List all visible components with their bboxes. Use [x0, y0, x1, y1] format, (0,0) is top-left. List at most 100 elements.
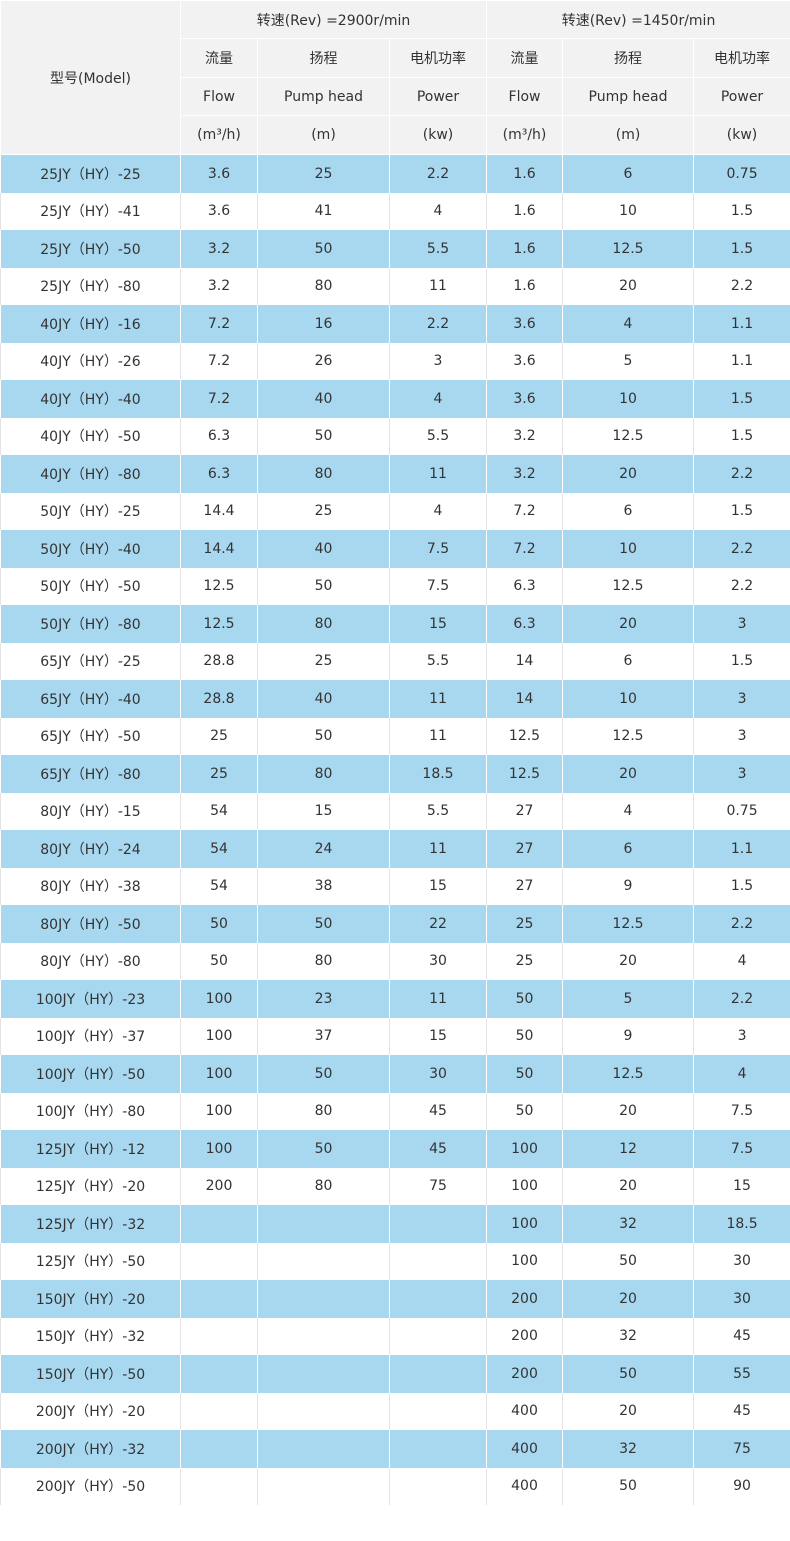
- value-cell: 25: [257, 492, 390, 530]
- value-cell: 12.5: [486, 755, 564, 793]
- column-header: 电机功率: [388, 38, 488, 78]
- column-header: (kw): [388, 115, 488, 155]
- value-cell: 3.6: [486, 342, 564, 380]
- value-cell: 4: [388, 492, 488, 530]
- table-row: 25JY（HY）-50 3.2 50 5.5 1.6 12.5 1.5: [0, 230, 790, 268]
- column-header: 扬程: [257, 38, 390, 78]
- model-cell: 50JY（HY）-25: [0, 492, 181, 530]
- value-cell: 80: [257, 267, 390, 305]
- value-cell: 10: [562, 380, 695, 418]
- table-row: 40JY（HY）-50 6.3 50 5.5 3.2 12.5 1.5: [0, 417, 790, 455]
- table-row: 200JY（HY）-20 400 20 45: [0, 1392, 790, 1430]
- value-cell: 20: [562, 1167, 695, 1205]
- model-cell: 40JY（HY）-40: [0, 380, 181, 418]
- value-cell: [180, 1205, 258, 1243]
- value-cell: 41: [257, 192, 390, 230]
- value-cell: 12.5: [562, 905, 695, 943]
- value-cell: 12.5: [180, 605, 258, 643]
- value-cell: 200: [180, 1167, 258, 1205]
- value-cell: 7.2: [486, 530, 564, 568]
- value-cell: 12.5: [562, 1055, 695, 1093]
- column-header: 流量: [180, 38, 258, 78]
- value-cell: 4: [562, 305, 695, 343]
- model-cell: 50JY（HY）-40: [0, 530, 181, 568]
- value-cell: 6.3: [180, 455, 258, 493]
- model-cell: 80JY（HY）-80: [0, 942, 181, 980]
- value-cell: 28.8: [180, 680, 258, 718]
- column-header: (m³/h): [486, 115, 564, 155]
- column-header: 电机功率: [693, 38, 790, 78]
- model-cell: 40JY（HY）-80: [0, 455, 181, 493]
- table-row: 150JY（HY）-20 200 20 30: [0, 1280, 790, 1318]
- value-cell: 7.2: [180, 380, 258, 418]
- value-cell: [180, 1280, 258, 1318]
- value-cell: 30: [388, 942, 488, 980]
- value-cell: 50: [562, 1355, 695, 1393]
- column-header: (m³/h): [180, 115, 258, 155]
- value-cell: 2.2: [693, 267, 790, 305]
- value-cell: 1.5: [693, 230, 790, 268]
- model-cell: 65JY（HY）-50: [0, 717, 181, 755]
- value-cell: 1.1: [693, 305, 790, 343]
- table-row: 80JY（HY）-24 54 24 11 27 6 1.1: [0, 830, 790, 868]
- value-cell: 100: [486, 1242, 564, 1280]
- value-cell: 20: [562, 1280, 695, 1318]
- value-cell: 400: [486, 1467, 564, 1505]
- column-header: 扬程: [562, 38, 695, 78]
- value-cell: 38: [257, 867, 390, 905]
- value-cell: [180, 1392, 258, 1430]
- model-cell: 80JY（HY）-24: [0, 830, 181, 868]
- table-row: 65JY（HY）-25 28.8 25 5.5 14 6 1.5: [0, 642, 790, 680]
- value-cell: 45: [388, 1092, 488, 1130]
- value-cell: [257, 1392, 390, 1430]
- group-header: 转速(Rev) =1450r/min: [486, 0, 790, 39]
- value-cell: 7.2: [180, 305, 258, 343]
- model-cell: 125JY（HY）-32: [0, 1205, 181, 1243]
- model-cell: 125JY（HY）-50: [0, 1242, 181, 1280]
- value-cell: 1.6: [486, 230, 564, 268]
- value-cell: 100: [486, 1130, 564, 1168]
- value-cell: 27: [486, 867, 564, 905]
- value-cell: 11: [388, 455, 488, 493]
- value-cell: 30: [693, 1242, 790, 1280]
- table-row: 40JY（HY）-26 7.2 26 3 3.6 5 1.1: [0, 342, 790, 380]
- value-cell: 40: [257, 380, 390, 418]
- value-cell: 14: [486, 680, 564, 718]
- value-cell: 6: [562, 154, 695, 193]
- value-cell: 2.2: [693, 905, 790, 943]
- value-cell: 45: [693, 1392, 790, 1430]
- table-header: 型号(Model) 转速(Rev) =2900r/min 转速(Rev) =14…: [0, 0, 790, 155]
- value-cell: 1.6: [486, 192, 564, 230]
- table-row: 80JY（HY）-38 54 38 15 27 9 1.5: [0, 867, 790, 905]
- model-cell: 200JY（HY）-32: [0, 1430, 181, 1468]
- model-cell: 80JY（HY）-38: [0, 867, 181, 905]
- value-cell: 3: [693, 680, 790, 718]
- value-cell: 5.5: [388, 642, 488, 680]
- value-cell: 3: [388, 342, 488, 380]
- value-cell: 12.5: [562, 717, 695, 755]
- value-cell: [388, 1280, 488, 1318]
- value-cell: 12.5: [180, 567, 258, 605]
- value-cell: [180, 1242, 258, 1280]
- value-cell: 7.2: [486, 492, 564, 530]
- value-cell: 1.6: [486, 154, 564, 193]
- value-cell: 2.2: [693, 530, 790, 568]
- value-cell: 0.75: [693, 792, 790, 830]
- table-row: 80JY（HY）-50 50 50 22 25 12.5 2.2: [0, 905, 790, 943]
- value-cell: 11: [388, 680, 488, 718]
- value-cell: [257, 1355, 390, 1393]
- value-cell: 30: [693, 1280, 790, 1318]
- value-cell: 15: [388, 605, 488, 643]
- model-cell: 200JY（HY）-20: [0, 1392, 181, 1430]
- value-cell: 26: [257, 342, 390, 380]
- value-cell: 20: [562, 455, 695, 493]
- value-cell: 2.2: [388, 305, 488, 343]
- value-cell: 1.5: [693, 192, 790, 230]
- column-header: (m): [257, 115, 390, 155]
- value-cell: 37: [257, 1017, 390, 1055]
- value-cell: 40: [257, 680, 390, 718]
- value-cell: 50: [486, 980, 564, 1018]
- value-cell: 1.5: [693, 492, 790, 530]
- value-cell: 100: [180, 980, 258, 1018]
- value-cell: 50: [257, 1055, 390, 1093]
